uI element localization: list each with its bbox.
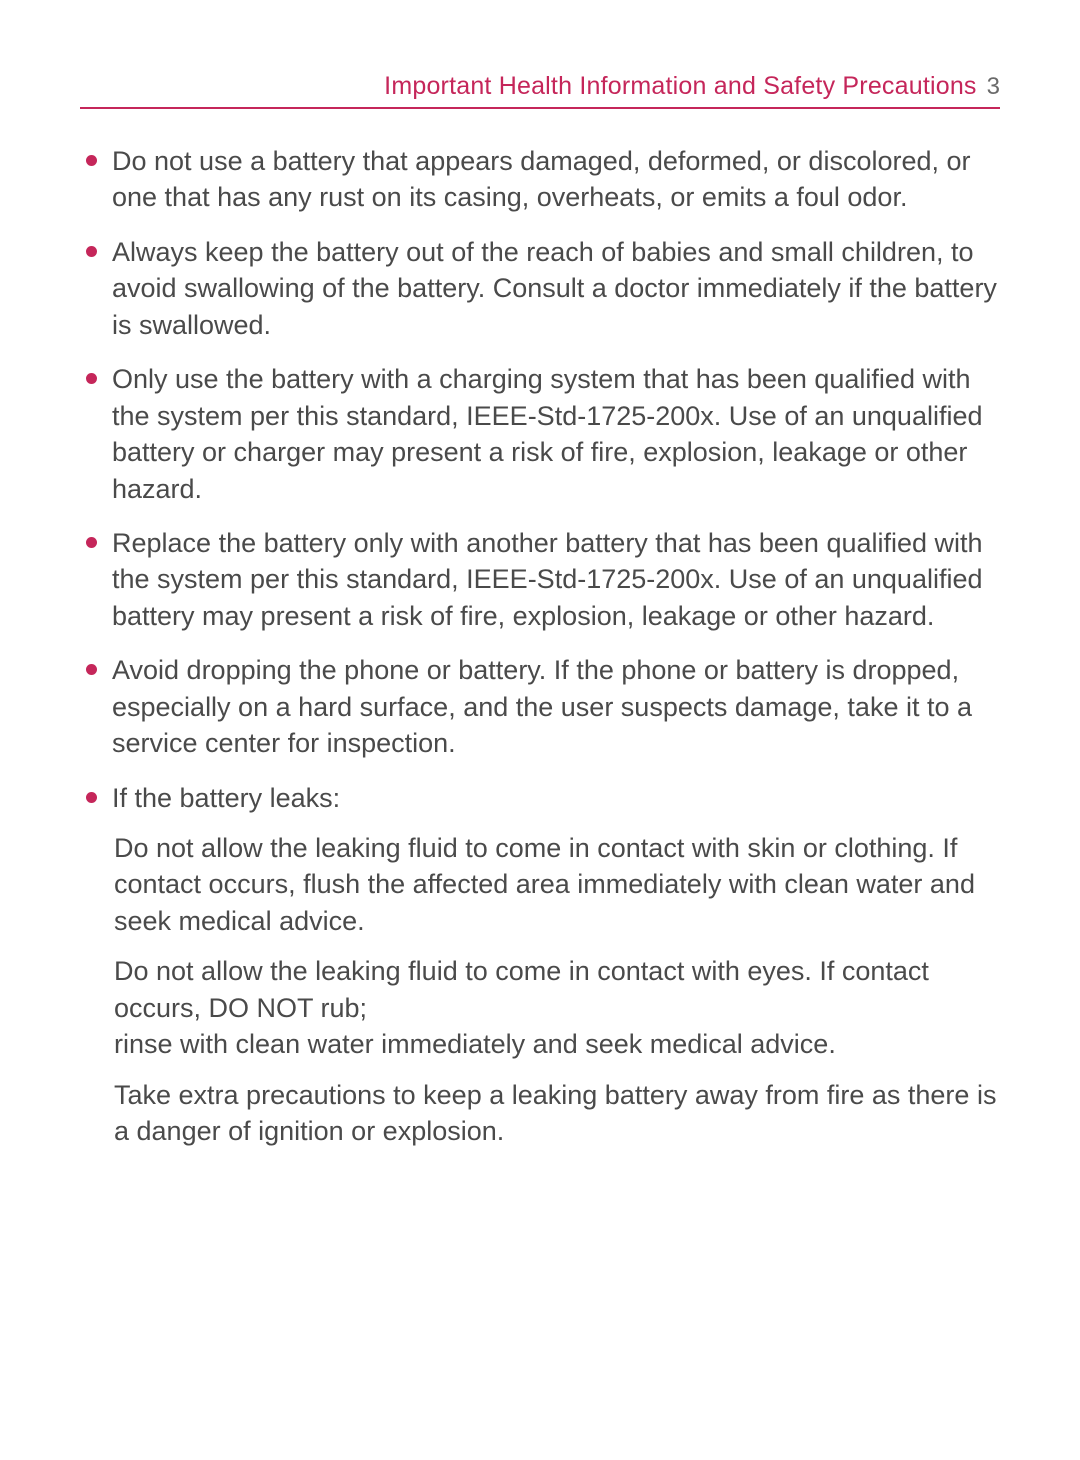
header-title: Important Health Information and Safety … bbox=[384, 72, 976, 101]
sub-paragraph: Do not allow the leaking fluid to come i… bbox=[112, 830, 1000, 939]
bullet-text: If the battery leaks: bbox=[112, 783, 340, 813]
bullet-list: Do not use a battery that appears damage… bbox=[80, 143, 1000, 1150]
bullet-text: Always keep the battery out of the reach… bbox=[112, 237, 997, 340]
sub-paragraph: Do not allow the leaking fluid to come i… bbox=[112, 953, 1000, 1062]
bullet-text: Only use the battery with a charging sys… bbox=[112, 364, 983, 503]
list-item: Only use the battery with a charging sys… bbox=[110, 361, 1000, 507]
page-header: Important Health Information and Safety … bbox=[80, 72, 1000, 109]
list-item: Replace the battery only with another ba… bbox=[110, 525, 1000, 634]
list-item: If the battery leaks: Do not allow the l… bbox=[110, 780, 1000, 1150]
sub-paragraph: Take extra precautions to keep a leaking… bbox=[112, 1077, 1000, 1150]
page-number: 3 bbox=[987, 73, 1000, 101]
bullet-text: Do not use a battery that appears damage… bbox=[112, 146, 971, 212]
list-item: Avoid dropping the phone or battery. If … bbox=[110, 652, 1000, 761]
list-item: Always keep the battery out of the reach… bbox=[110, 234, 1000, 343]
bullet-text: Replace the battery only with another ba… bbox=[112, 528, 983, 631]
document-page: Important Health Information and Safety … bbox=[0, 0, 1080, 1228]
bullet-text: Avoid dropping the phone or battery. If … bbox=[112, 655, 972, 758]
list-item: Do not use a battery that appears damage… bbox=[110, 143, 1000, 216]
